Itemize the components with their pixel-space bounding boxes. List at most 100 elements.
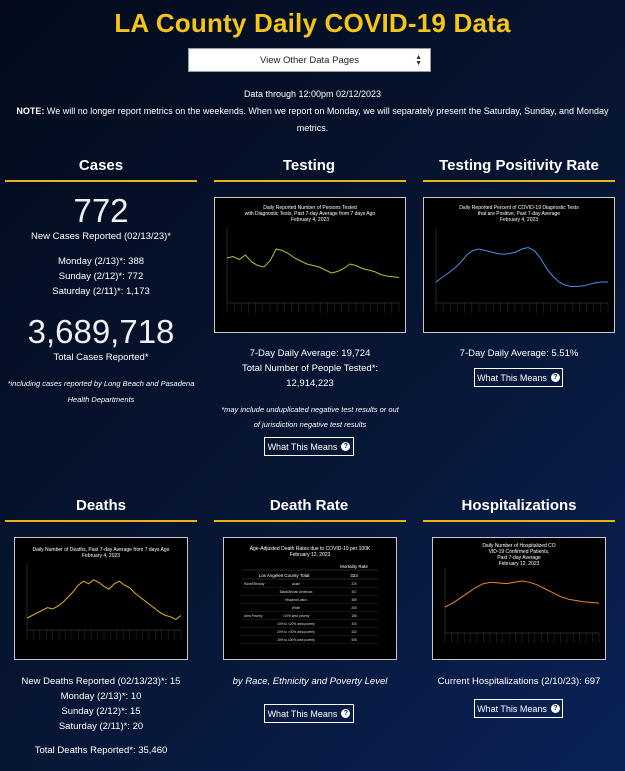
hospitalizations-rule (423, 520, 615, 522)
death-rate-row-label: 10% to <20% area poverty (277, 622, 315, 626)
new-cases-label: New Cases Reported (02/13/23)* (31, 231, 171, 242)
positivity-what-this-means-button[interactable]: What This Means ? (474, 368, 563, 387)
death-rate-county-label: Los Angeles County Total (259, 573, 310, 578)
note-label: NOTE: (16, 106, 45, 116)
weekend-note: NOTE: We will no longer report metrics o… (8, 103, 617, 137)
deaths-plot (26, 564, 182, 640)
page-title: LA County Daily COVID-19 Data (114, 8, 511, 38)
death-rate-row-value: 330 (351, 622, 357, 626)
series-line (435, 246, 608, 287)
testing-footnote-2: of jurisdiction negative test results (253, 420, 367, 429)
hosp-chart-title-3: Past 7-day Average (497, 555, 541, 561)
death-rate-row-label: 20% to <30% area poverty (277, 630, 315, 634)
series-line (444, 580, 600, 608)
hosp-plot (444, 568, 600, 643)
positivity-chart-title-3: February 4, 2023 (500, 217, 538, 223)
death-rate-row-label: Asian (292, 582, 300, 586)
hospitalizations-title: Hospitalizations (461, 497, 577, 514)
testing-rule (214, 180, 406, 182)
cases-footnote-1: *including cases reported by Long Beach … (7, 379, 195, 388)
death-rate-county-value: 323 (350, 573, 358, 578)
positivity-title: Testing Positivity Rate (439, 157, 599, 174)
death-rate-row-value: 508 (351, 638, 357, 642)
death-rate-caption: by Race, Ethnicity and Poverty Level (232, 676, 388, 687)
total-cases-label: Total Cases Reported* (53, 352, 149, 363)
cases-monday: Monday (2/13)*: 388 (57, 256, 145, 267)
question-circle-icon: ? (341, 709, 351, 718)
death-rate-chart-title-1: Age-Adjusted Death Rates due to COVID-19… (250, 546, 371, 552)
cases-title: Cases (78, 157, 124, 174)
cases-saturday: Saturday (2/11)*: 1,173 (52, 286, 150, 297)
hosp-chart-title-2: VID-19 Confirmed Patients, (489, 549, 550, 555)
death-rate-row-value: 432 (351, 630, 357, 634)
death-rate-row-value: 485 (351, 598, 357, 602)
death-rate-table-header: Mortality Rate (340, 564, 368, 569)
death-rate-what-this-means-button[interactable]: What This Means ? (264, 704, 354, 723)
total-cases-count: 3,689,718 (27, 313, 175, 350)
testing-chart-title-3: February 4, 2023 (291, 217, 329, 223)
deaths-chart-title-2: February 4, 2023 (82, 553, 120, 559)
deaths-chart[interactable]: Daily Number of Deaths, Past 7-day Avera… (14, 537, 188, 660)
testing-total-label: Total Number of People Tested*: (241, 363, 379, 374)
positivity-rule (423, 180, 615, 182)
hospitalizations-what-this-means-button[interactable]: What This Means ? (474, 699, 563, 718)
death-rate-row-value: 347 (351, 590, 357, 594)
positivity-chart-title-1: Daily Reported Percent of COVID-19 Diagn… (459, 205, 579, 211)
note-text: We will no longer report metrics on the … (44, 106, 609, 133)
death-rate-rows: Race/Ethnicity Asian 220 Black/African Amer… (242, 582, 378, 644)
data-pages-select[interactable]: View Other Data Pages ▲ ▼ (188, 48, 431, 72)
cases-sunday: Sunday (2/12)*: 772 (58, 271, 144, 282)
hosp-button-label: What This Means (477, 703, 547, 714)
death-rate-rule (214, 520, 406, 522)
death-rate-chart-title-2: February 12, 2023 (290, 552, 331, 558)
new-cases-count: 772 (73, 192, 129, 229)
testing-average: 7-Day Daily Average: 19,724 (249, 348, 371, 359)
deaths-saturday: Saturday (2/11)*: 20 (58, 721, 144, 732)
positivity-average: 7-Day Daily Average: 5.51% (459, 348, 579, 359)
testing-button-label: What This Means (267, 441, 338, 452)
hosp-chart-title-4: February 12, 2023 (499, 561, 540, 567)
death-rate-row-label: Hispanic/Latino (285, 598, 307, 602)
deaths-chart-title-1: Daily Number of Deaths, Past 7-day Avera… (33, 547, 170, 553)
death-rate-title: Death Rate (269, 497, 349, 514)
select-label: View Other Data Pages (259, 54, 360, 66)
death-rate-row-group: Race/Ethnicity (244, 582, 265, 586)
question-circle-icon: ? (341, 442, 351, 451)
deaths-rule (5, 520, 197, 522)
death-rate-row-value: 206 (351, 606, 357, 610)
testing-chart-title-2: with Diagnostic Tests, Past 7-day Averag… (245, 211, 376, 217)
positivity-chart[interactable]: Daily Reported Percent of COVID-19 Diagn… (423, 197, 615, 333)
testing-what-this-means-button[interactable]: What This Means ? (264, 437, 354, 456)
positivity-chart-title-2: that are Positive, Past 7-day Average (478, 211, 560, 217)
testing-footnote-1: *may include unduplicated negative test … (221, 405, 399, 414)
death-rate-row-label: 30% to 100% area poverty (277, 638, 315, 642)
deaths-title: Deaths (75, 497, 127, 514)
death-rate-button-label: What This Means (267, 708, 338, 719)
death-rate-row-label: Black/African American (280, 590, 313, 594)
series-line (226, 248, 400, 278)
testing-plot (226, 228, 400, 313)
data-through-text: Data through 12:00pm 02/12/2023 (243, 89, 382, 99)
hospitalizations-chart[interactable]: Daily Number of Hospitalized CO VID-19 C… (432, 537, 606, 660)
deaths-new: New Deaths Reported (02/13/23)*: 15 (21, 676, 181, 687)
select-arrows-icon: ▲ ▼ (415, 54, 422, 67)
series-line (26, 579, 182, 620)
positivity-button-label: What This Means (477, 372, 547, 383)
death-rate-row-value: 220 (351, 582, 357, 586)
question-circle-icon: ? (550, 704, 560, 713)
death-rate-table-image[interactable]: Age-Adjusted Death Rates due to COVID-19… (223, 537, 397, 660)
question-circle-icon: ? (550, 373, 560, 382)
deaths-sunday: Sunday (2/12)*: 15 (61, 706, 141, 717)
testing-chart[interactable]: Daily Reported Number of Persons Tested … (214, 197, 406, 333)
cases-rule (5, 180, 197, 182)
cases-footnote-2: Health Departments (67, 395, 135, 404)
deaths-monday: Monday (2/13)*: 10 (60, 691, 142, 702)
hospitalizations-current: Current Hospitalizations (2/10/23): 697 (437, 676, 601, 687)
death-rate-row-label: <10% area poverty (283, 614, 310, 618)
testing-title: Testing (282, 157, 336, 174)
deaths-total: Total Deaths Reported*: 35,460 (34, 745, 168, 756)
testing-total-value: 12,914,223 (286, 378, 334, 389)
testing-chart-title-1: Daily Reported Number of Persons Tested (263, 205, 357, 211)
death-rate-row-value: 186 (351, 614, 357, 618)
positivity-plot (435, 228, 609, 313)
